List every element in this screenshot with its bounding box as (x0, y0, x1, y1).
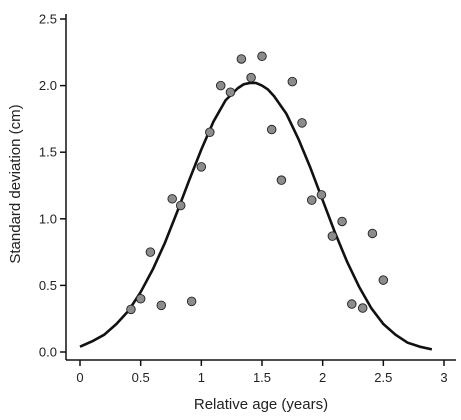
scatter-point (175, 200, 186, 211)
y-tick-label: 2.0 (39, 78, 57, 93)
scatter-point (126, 304, 136, 315)
x-tick-label: 1 (198, 370, 205, 385)
y-tick-label: 0.0 (39, 345, 57, 360)
y-axis-title: Standard deviation (cm) (7, 104, 24, 263)
scatter-point (196, 162, 207, 172)
x-tick-label: 2.5 (374, 370, 392, 385)
scatter-point (287, 76, 298, 87)
scatter-point (186, 296, 197, 307)
x-tick-label: 2 (319, 370, 326, 385)
scatter-point (307, 195, 317, 205)
scatter-point (337, 216, 347, 227)
y-tick-label: 1.5 (39, 145, 57, 160)
y-tick-label: 2.5 (39, 12, 57, 27)
x-tick-label: 1.5 (253, 370, 271, 385)
scatter-point (145, 247, 156, 257)
scatter-point (378, 275, 389, 285)
scatter-point (266, 124, 277, 135)
x-axis-title: Relative age (years) (194, 396, 328, 413)
scatter-point (215, 80, 226, 91)
x-tick-label: 0 (76, 370, 83, 385)
y-tick-label: 0.5 (39, 278, 57, 293)
scatter-point (167, 194, 177, 204)
scatter-point (316, 190, 327, 200)
scatter-point (225, 87, 236, 98)
fit-curve-line (79, 81, 433, 351)
scatter-point (347, 299, 357, 309)
scatter-point (236, 54, 247, 64)
scatter-point (257, 51, 267, 62)
scatter-point (135, 293, 146, 304)
scatter-point (357, 303, 368, 313)
scatter-point (276, 175, 287, 185)
scatter-point (297, 118, 307, 128)
x-tick-label: 0.5 (132, 370, 150, 385)
scatter-point (246, 72, 256, 83)
scatter-point (156, 300, 167, 311)
scatter-point (205, 127, 215, 137)
y-tick-label: 1.0 (39, 211, 57, 226)
scatter-point (327, 231, 338, 241)
x-tick-label: 3 (440, 370, 447, 385)
scatter-point (367, 228, 378, 239)
